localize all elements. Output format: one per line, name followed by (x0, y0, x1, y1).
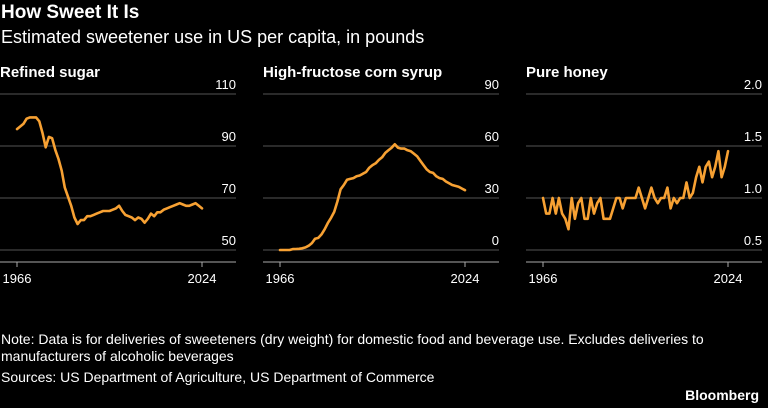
hfcs-x-tick-label: 2024 (451, 271, 480, 286)
panel-title-refined-sugar: Refined sugar (0, 64, 101, 81)
pure-honey-line (541, 149, 730, 231)
hfcs-chart: 0 30 60 90 1966 2024 (263, 77, 499, 286)
hfcs-x-tick-label: 1966 (266, 271, 295, 286)
pure-honey-y-tick-label: 1.0 (744, 181, 762, 196)
pure-honey-chart: 0.5 1.0 1.5 2.0 1966 2024 (526, 77, 762, 286)
panel-title-pure-honey: Pure honey (526, 64, 608, 81)
panel-title-hfcs: High-fructose corn syrup (263, 64, 443, 81)
pure-honey-y-tick-label: 2.0 (744, 77, 762, 92)
pure-honey-x-tick-label: 2024 (714, 271, 743, 286)
pure-honey-x-tick-label: 1966 (529, 271, 558, 286)
hfcs-y-tick-label: 90 (485, 77, 499, 92)
sources: Sources: US Department of Agriculture, U… (1, 369, 435, 385)
panel-refined-sugar: Refined sugar 50 70 90 110 1966 2024 (0, 58, 250, 298)
refined-sugar-y-tick-label: 70 (222, 181, 236, 196)
hfcs-y-tick-label: 0 (492, 233, 499, 248)
pure-honey-y-tick-label: 0.5 (744, 233, 762, 248)
chart-subtitle: Estimated sweetener use in US per capita… (1, 27, 425, 47)
panel-pure-honey: Pure honey 0.5 1.0 1.5 2.0 1966 2024 (526, 58, 768, 298)
refined-sugar-line (15, 116, 204, 226)
hfcs-line (278, 143, 467, 252)
refined-sugar-y-tick-label: 50 (222, 233, 236, 248)
refined-sugar-chart: 50 70 90 110 1966 2024 (0, 77, 236, 286)
bloomberg-logo: Bloomberg (685, 387, 759, 403)
refined-sugar-y-tick-label: 90 (222, 129, 236, 144)
refined-sugar-y-tick-label: 110 (215, 77, 236, 92)
refined-sugar-x-tick-label: 2024 (188, 271, 217, 286)
small-multiples: Refined sugar 50 70 90 110 1966 2024 High-fru… (0, 58, 768, 298)
refined-sugar-x-tick-label: 1966 (3, 271, 32, 286)
hfcs-y-tick-label: 30 (485, 181, 499, 196)
hfcs-y-tick-label: 60 (485, 129, 499, 144)
pure-honey-y-tick-label: 1.5 (744, 129, 762, 144)
chart-title: How Sweet It Is (1, 2, 140, 23)
panel-hfcs: High-fructose corn syrup 0 30 60 90 1966 2024 (263, 58, 513, 298)
footnote: Note: Data is for deliveries of sweetene… (1, 331, 704, 364)
